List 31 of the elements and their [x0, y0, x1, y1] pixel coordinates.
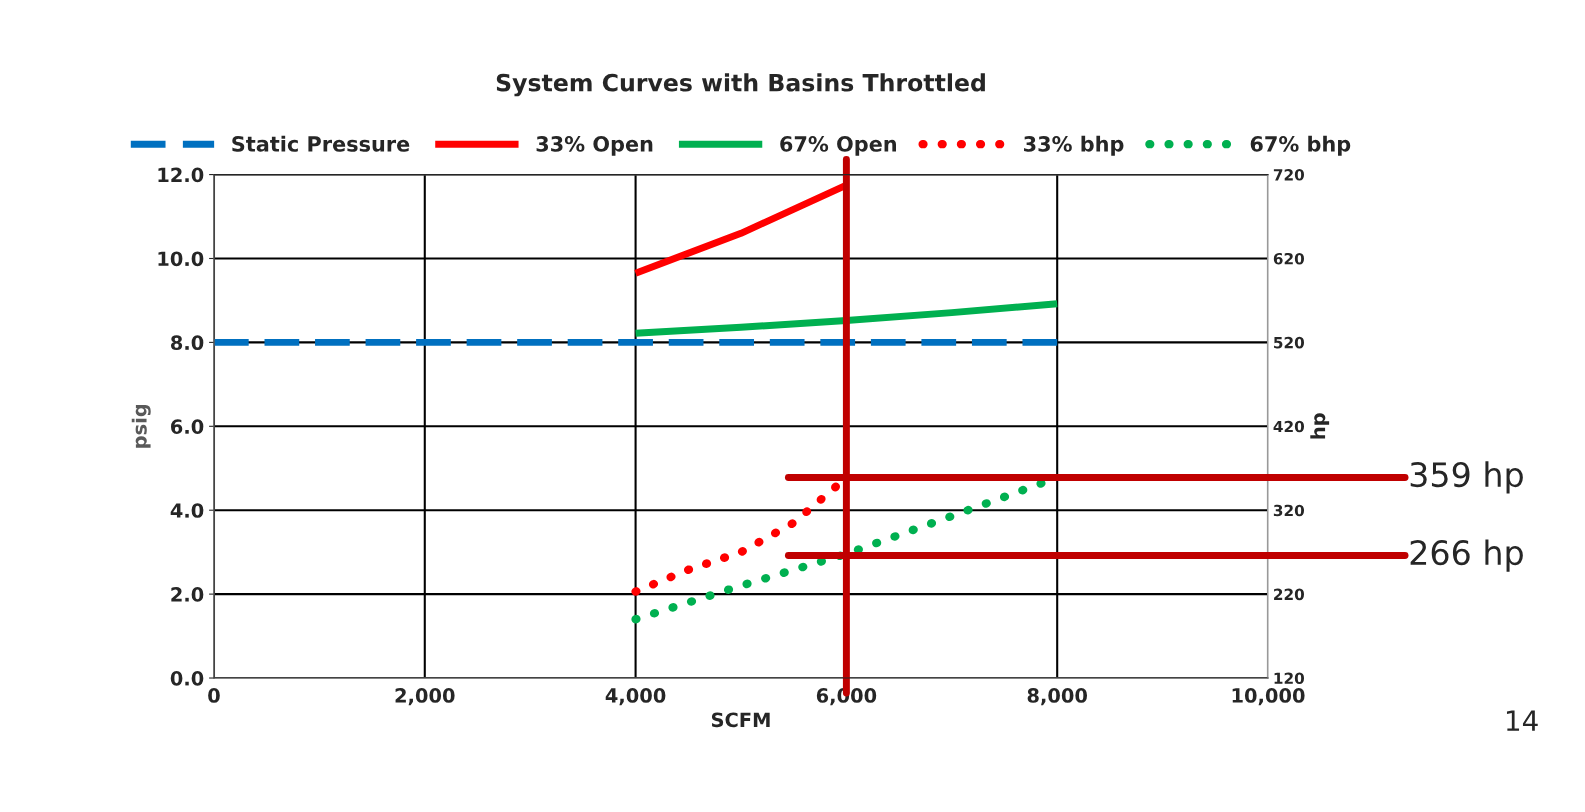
x-axis-title: SCFM — [711, 712, 770, 728]
x-tick-label: 0 — [208, 688, 220, 703]
y-tick-label: 12.0 — [158, 167, 204, 183]
y2-axis-title: hp — [1310, 413, 1330, 439]
chart-title: System Curves with Basins Throttled — [496, 73, 985, 97]
y2-tick-label: 620 — [1273, 252, 1305, 265]
x-tick-label: 4,000 — [605, 688, 666, 706]
y-tick-label: 10.0 — [158, 251, 204, 267]
y-tick-label: 4.0 — [170, 503, 204, 518]
x-tick-label: 10,000 — [1232, 688, 1305, 706]
y2-tick-label: 520 — [1274, 336, 1305, 349]
x-tick-label: 2,000 — [395, 688, 455, 706]
ref-line-label: 359 hp — [1410, 461, 1523, 494]
legend-label: 67% bhp — [1250, 135, 1351, 156]
y-tick-label: 8.0 — [171, 335, 204, 351]
y2-tick-label: 220 — [1274, 588, 1305, 601]
x-tick-label: 8,000 — [1027, 688, 1088, 706]
legend-label: 67% Open — [780, 136, 896, 156]
legend-label: 33% bhp — [1024, 135, 1124, 156]
legend-label: 33% Open — [536, 136, 653, 156]
legend-label: Static Pressure — [232, 135, 410, 152]
text: 14 — [1506, 710, 1538, 731]
ref-line-label: 266 hp — [1410, 539, 1523, 572]
y-axis-title: psig — [131, 404, 151, 448]
y2-tick-label: 720 — [1273, 169, 1305, 181]
y2-tick-label: 120 — [1274, 672, 1305, 685]
y2-tick-label: 320 — [1273, 504, 1305, 517]
y-tick-label: 6.0 — [171, 419, 204, 434]
y-tick-label: 2.0 — [171, 587, 204, 602]
y-tick-label: 0.0 — [170, 670, 204, 686]
y2-tick-label: 420 — [1273, 420, 1305, 433]
